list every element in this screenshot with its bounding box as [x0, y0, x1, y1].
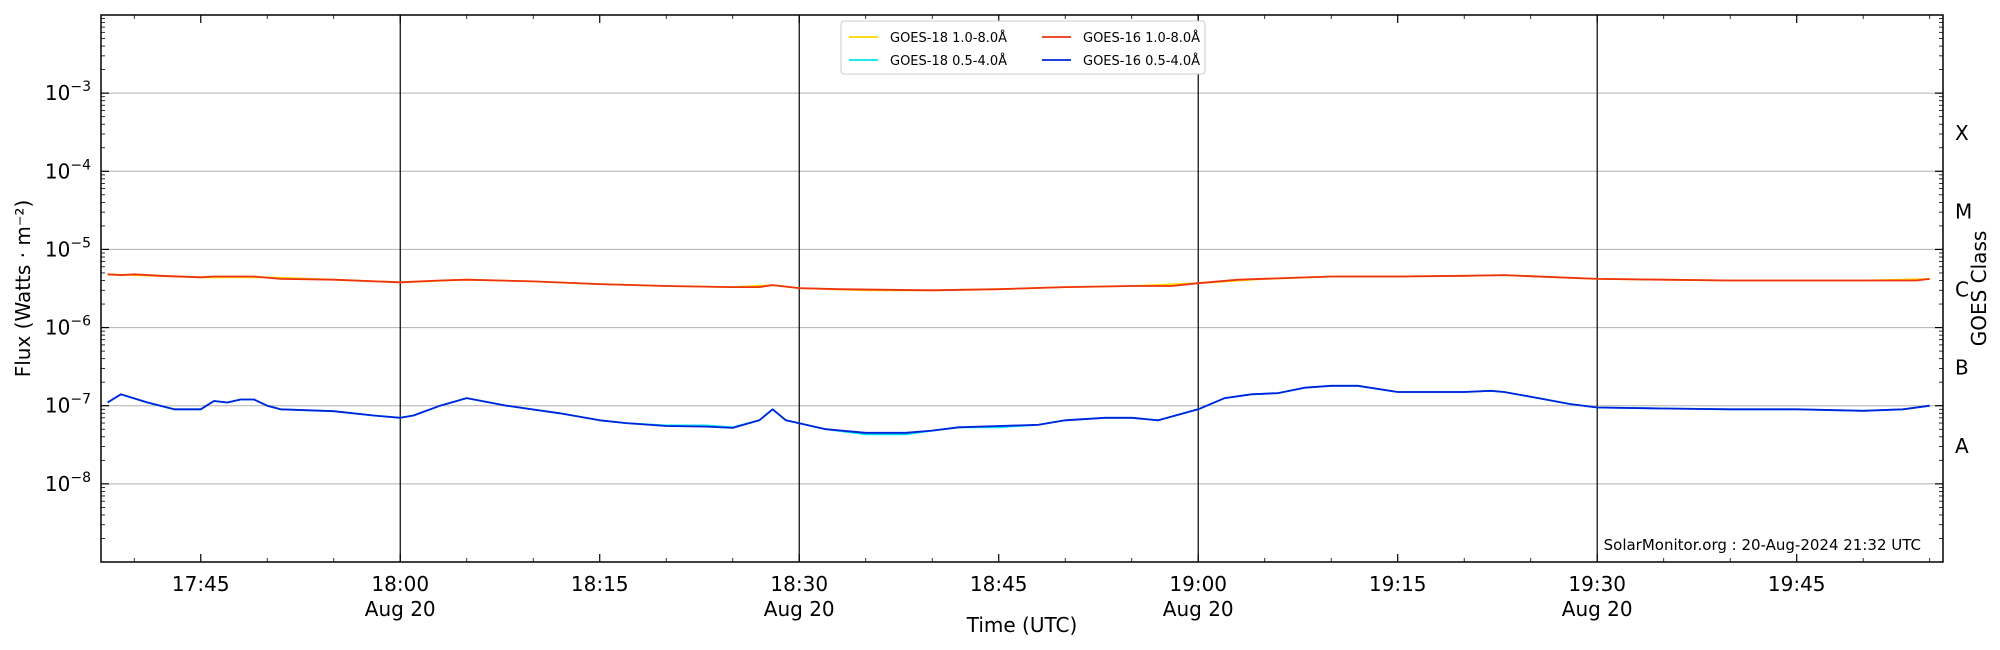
y-tick-label: 10−7	[45, 392, 91, 418]
x-tick-label: 17:45	[172, 572, 230, 596]
x-tick-label: 19:15	[1369, 572, 1427, 596]
goes-class-label: B	[1955, 356, 1969, 380]
legend-box	[840, 20, 1206, 75]
x-tick-date-label: Aug 20	[764, 597, 835, 621]
day-boundary-lines	[399, 15, 1598, 562]
x-tick-date-label: Aug 20	[1562, 597, 1633, 621]
x-tick-date-label: Aug 20	[365, 597, 436, 621]
y-tick-label: 10−5	[45, 235, 91, 261]
x-tick-label: 19:45	[1768, 572, 1826, 596]
x-tick-label: 19:30	[1568, 572, 1626, 596]
x-tick-label: 18:45	[970, 572, 1028, 596]
legend-label: GOES-18 0.5-4.0Å	[890, 53, 1007, 69]
plot-frame	[100, 14, 1944, 563]
x-tick-date-label: Aug 20	[1163, 597, 1234, 621]
series-line-goes-16-0-5-4-0	[107, 384, 1930, 434]
goes-class-axis-title: GOES Class	[1967, 231, 1991, 347]
y-axis-ticks: 10−8 10−7 10−6 10−5 10−4 10−3	[45, 18, 1943, 539]
legend-label: GOES-18 1.0-8.0Å	[890, 30, 1007, 46]
x-axis-title: Time (UTC)	[966, 613, 1078, 637]
goes-class-label: C	[1955, 278, 1969, 302]
credit-text: SolarMonitor.org : 20-Aug-2024 21:32 UTC	[1604, 536, 1921, 554]
y-tick-label: 10−3	[45, 79, 91, 105]
grid-lines	[101, 92, 1943, 485]
x-tick-label: 19:00	[1169, 572, 1227, 596]
series-lines	[107, 273, 1930, 436]
x-tick-label: 18:15	[571, 572, 629, 596]
y-tick-label: 10−4	[45, 157, 91, 183]
legend-label: GOES-16 1.0-8.0Å	[1083, 30, 1200, 46]
y-tick-label: 10−6	[45, 314, 91, 340]
legend-label: GOES-16 0.5-4.0Å	[1083, 53, 1200, 69]
x-tick-label: 18:00	[371, 572, 429, 596]
goes-class-label: M	[1955, 199, 1972, 223]
y-axis-title: Flux (Watts · m⁻²)	[11, 200, 35, 378]
goes-class-label: X	[1955, 121, 1969, 145]
goes-class-labels: A B C M X	[1955, 121, 1972, 458]
x-tick-label: 18:30	[770, 572, 828, 596]
series-line-goes-16-1-0-8-0	[107, 273, 1930, 292]
goes-class-label: A	[1955, 434, 1969, 458]
y-tick-label: 10−8	[45, 470, 91, 496]
legend: GOES-18 1.0-8.0Å GOES-18 0.5-4.0Å GOES-16 …	[840, 20, 1206, 75]
